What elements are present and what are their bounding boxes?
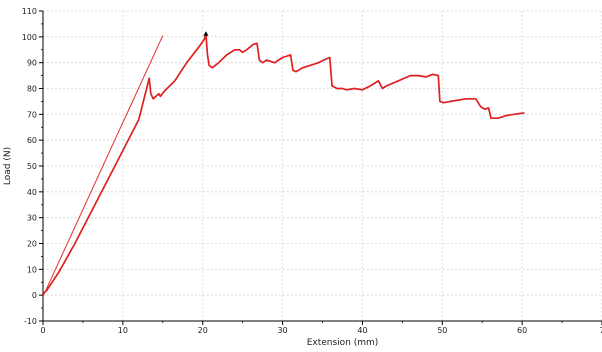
y-tick-label: 10 (27, 265, 37, 274)
axes (42, 11, 602, 322)
y-tick-label: 70 (27, 110, 37, 119)
x-tick-label: 20 (198, 326, 208, 335)
y-tick-label: 50 (27, 162, 37, 171)
series (42, 31, 525, 297)
y-tick-label: 80 (27, 85, 37, 94)
x-tick-label: 0 (40, 326, 45, 335)
y-tick-label: 60 (27, 136, 37, 145)
x-tick-label: 10 (118, 326, 128, 335)
peak-marker (203, 31, 209, 36)
x-tick-label: 50 (437, 326, 447, 335)
load-extension-curve (42, 33, 525, 295)
y-tick-label: -10 (24, 317, 37, 326)
x-tick-label: 7 (599, 326, 602, 335)
y-tick-label: 30 (27, 214, 37, 223)
x-tick-label: 60 (517, 326, 527, 335)
y-tick-label: 40 (27, 188, 37, 197)
ticks: 01020304050607-1001020304050607080901001… (22, 7, 602, 335)
x-axis-title: Extension (mm) (307, 338, 379, 348)
initial-slope-line (42, 35, 164, 297)
y-tick-label: 0 (32, 291, 37, 300)
y-tick-label: 20 (27, 240, 37, 249)
x-tick-label: 40 (357, 326, 367, 335)
y-tick-label: 90 (27, 59, 37, 68)
y-tick-label: 110 (22, 7, 37, 16)
y-tick-label: 100 (22, 33, 37, 42)
x-tick-label: 30 (277, 326, 287, 335)
y-axis-title: Load (N) (3, 147, 13, 185)
gridlines (43, 10, 602, 321)
